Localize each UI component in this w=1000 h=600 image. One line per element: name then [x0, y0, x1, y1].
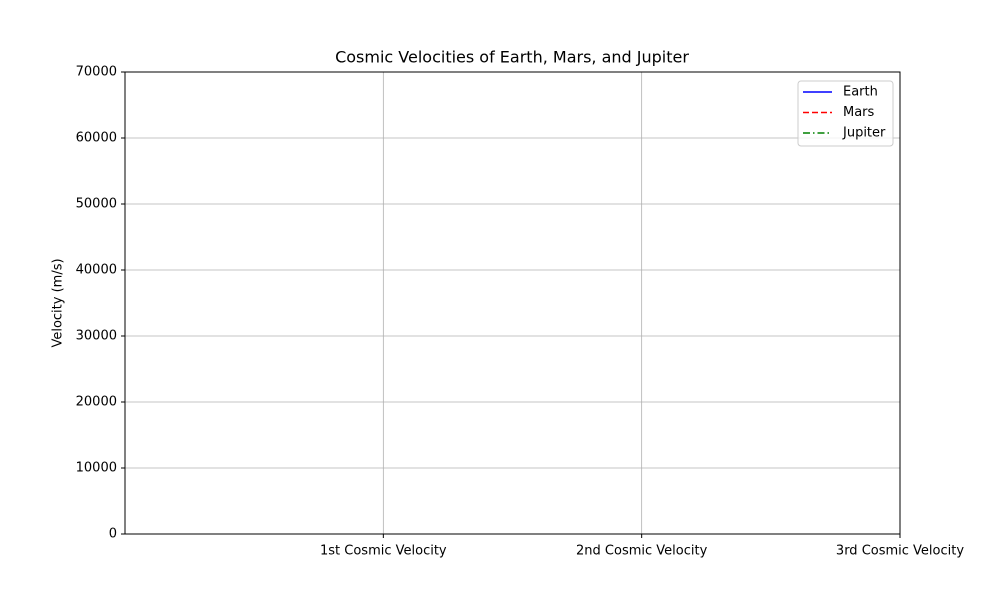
- x-tick-label: 1st Cosmic Velocity: [320, 544, 447, 559]
- plot-frame: [124, 71, 901, 535]
- y-tick-label: 10000: [76, 461, 117, 476]
- x-tick-label: 3rd Cosmic Velocity: [836, 544, 964, 559]
- x-tick-label: 2nd Cosmic Velocity: [576, 544, 708, 559]
- y-tick-label: 50000: [76, 197, 117, 212]
- legend-label: Mars: [843, 105, 875, 120]
- chart-title: Cosmic Velocities of Earth, Mars, and Ju…: [335, 48, 689, 67]
- y-tick-label: 30000: [76, 329, 117, 344]
- legend-label: Earth: [843, 85, 878, 100]
- y-tick-label: 60000: [76, 131, 117, 146]
- y-axis-label: Velocity (m/s): [51, 258, 66, 347]
- y-tick-label: 70000: [76, 65, 117, 80]
- legend-box: [797, 80, 894, 147]
- y-tick-label: 40000: [76, 263, 117, 278]
- legend-label: Jupiter: [842, 126, 886, 141]
- y-tick-label: 20000: [76, 395, 117, 410]
- y-tick-label: 0: [109, 527, 117, 542]
